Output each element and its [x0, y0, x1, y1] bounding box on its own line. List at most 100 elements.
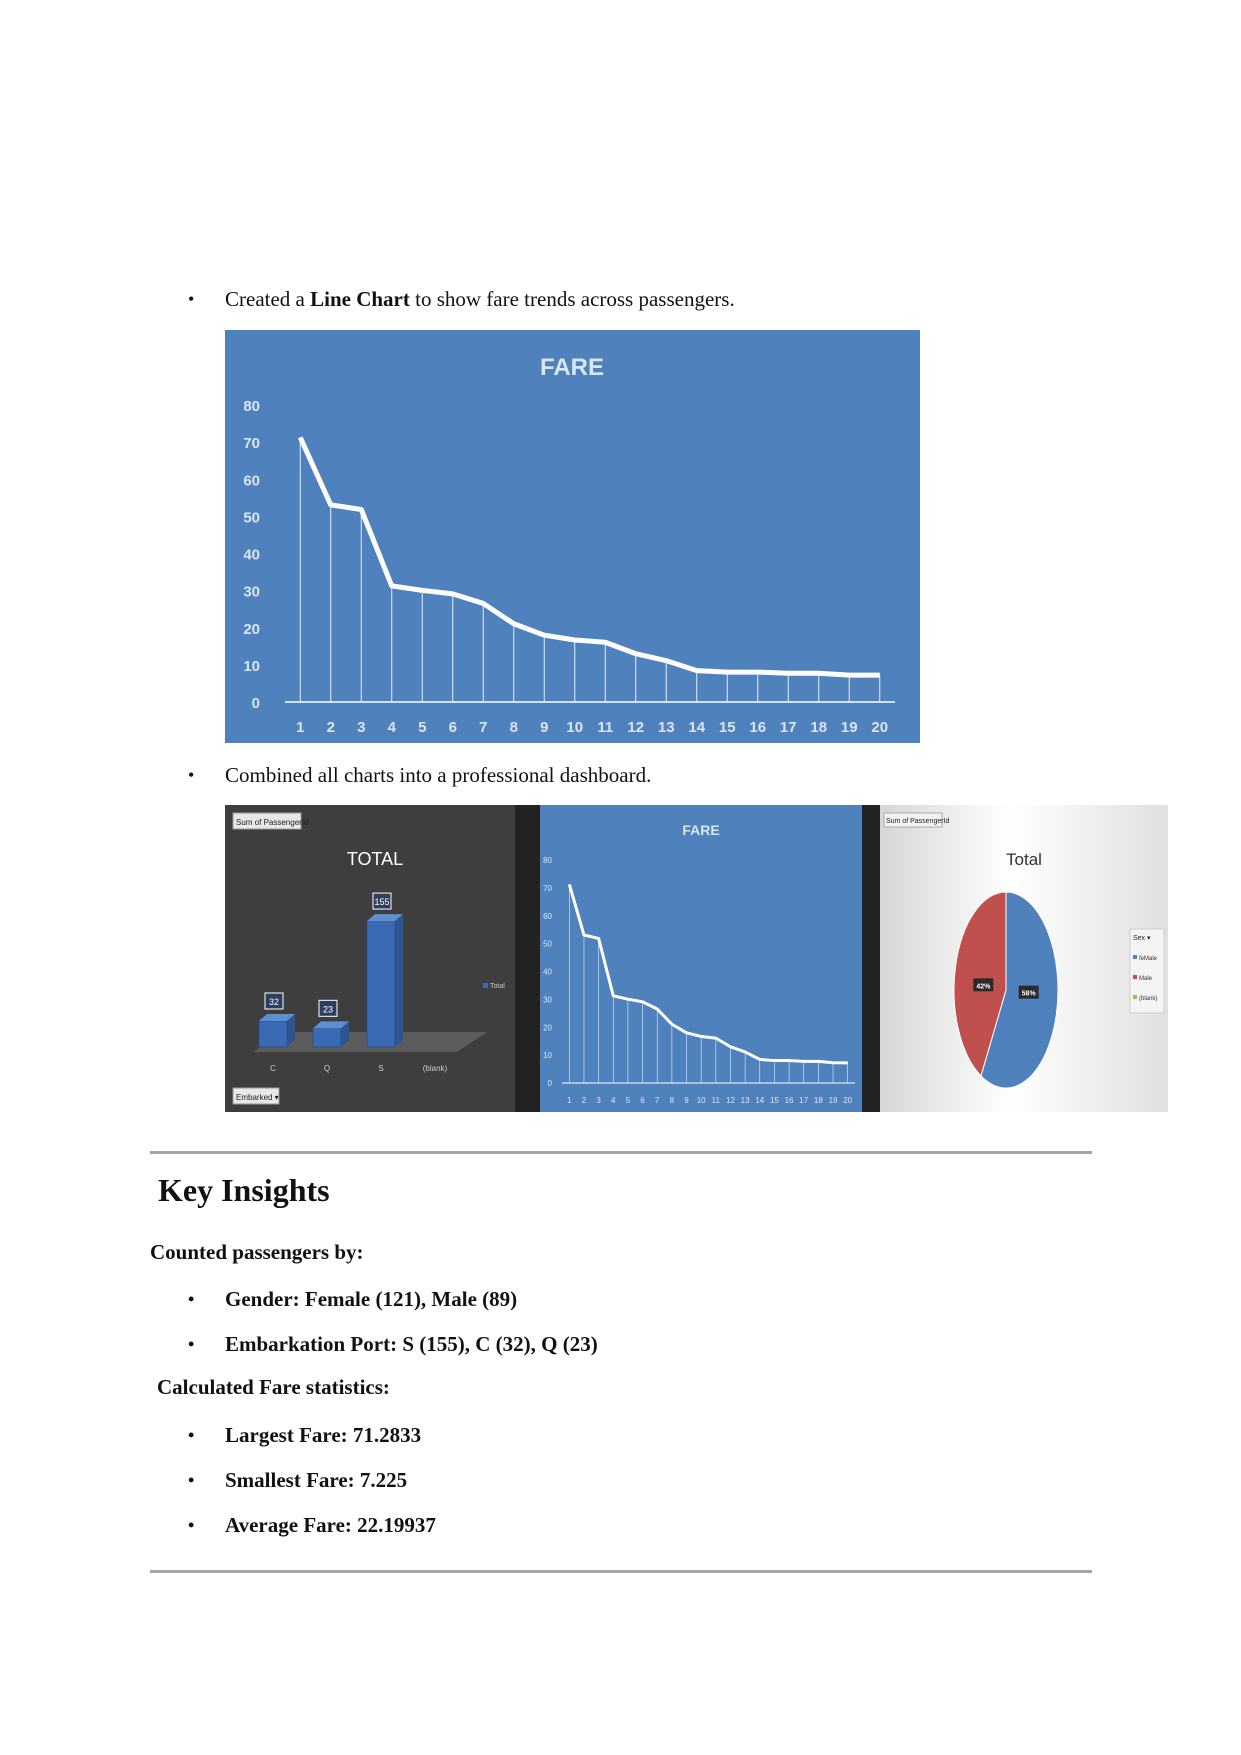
- legend-swatch: [1133, 995, 1137, 999]
- x-tick-label: 19: [841, 719, 858, 736]
- legend-title: Sex ▾: [1133, 935, 1151, 942]
- y-tick-label: 80: [243, 398, 260, 415]
- fare-series-line: [297, 436, 880, 678]
- mini-y-tick: 0: [548, 1079, 553, 1088]
- x-tick-label: 12: [627, 719, 644, 736]
- pie-label-box: [973, 978, 994, 992]
- x-tick-label: 9: [540, 719, 548, 736]
- field-button-label: Sum of PassengerId: [236, 818, 308, 827]
- field-button: Sum of PassengerId: [232, 812, 308, 830]
- bar-data-label: 23: [323, 1004, 333, 1014]
- mini-y-tick: 70: [543, 884, 552, 893]
- chart-background: [225, 330, 920, 743]
- mini-chart-title: FARE: [682, 822, 719, 838]
- mini-y-tick: 30: [543, 995, 552, 1004]
- x-tick-label: 1: [296, 719, 304, 736]
- x-category-label: S: [378, 1064, 383, 1073]
- pie-data-label: 58%: [1022, 991, 1037, 998]
- bullet-glyph: •: [188, 1470, 195, 1490]
- field-button: Sum of PassengerId: [883, 812, 950, 828]
- mini-x-tick: 19: [829, 1096, 838, 1105]
- y-tick-label: 40: [243, 547, 260, 564]
- mini-x-tick: 12: [726, 1096, 735, 1105]
- bullet-glyph: •: [188, 1289, 195, 1309]
- x-tick-label: 5: [418, 719, 426, 736]
- total-bar-chart: Sum of PassengerId TOTAL 32 C 23 Q 155 S (blank)…: [225, 805, 515, 1112]
- mini-x-tick: 16: [785, 1096, 794, 1105]
- bullet-glyph: •: [188, 1334, 195, 1354]
- mini-y-tick: 60: [543, 912, 552, 921]
- bullet-glyph: •: [188, 1515, 195, 1535]
- x-tick-label: 11: [597, 719, 613, 736]
- x-category-label: C: [270, 1064, 276, 1073]
- sex-pie-chart: Sum of PassengerId Total 58% 42% Sex ▾ feMale…: [880, 805, 1168, 1112]
- counted-label: Counted passengers by:: [150, 1240, 364, 1264]
- mini-x-tick: 5: [626, 1096, 631, 1105]
- port-count: Embarkation Port: S (155), C (32), Q (23…: [225, 1332, 598, 1356]
- mini-y-tick: 10: [543, 1051, 552, 1060]
- bullet-glyph: •: [188, 289, 195, 309]
- dashboard-text: Combined all charts into a professional …: [225, 763, 652, 787]
- mini-x-tick: 6: [640, 1096, 645, 1105]
- legend-label: Total: [490, 983, 505, 990]
- y-tick-label: 50: [243, 509, 260, 526]
- y-tick-label: 60: [243, 472, 260, 489]
- field-button-label: Sum of PassengerId: [886, 818, 950, 825]
- x-tick-label: 3: [357, 719, 365, 736]
- mini-x-tick: 11: [712, 1096, 721, 1105]
- y-tick-label: 0: [252, 695, 260, 712]
- fare-stats-label: Calculated Fare statistics:: [157, 1375, 390, 1399]
- x-tick-label: 8: [510, 719, 518, 736]
- y-tick-label: 20: [243, 621, 260, 638]
- x-category-label: Q: [324, 1064, 330, 1073]
- x-tick-label: 16: [749, 719, 766, 736]
- pie-legend: Sex ▾ feMale Male (blank): [1129, 928, 1165, 1014]
- mini-x-tick: 15: [770, 1096, 779, 1105]
- chart-title: FARE: [540, 354, 604, 381]
- total-chart-title: TOTAL: [347, 849, 403, 869]
- x-tick-label: 10: [566, 719, 583, 736]
- mini-x-tick: 10: [697, 1096, 706, 1105]
- filter-button-label: Embarked ▾: [236, 1093, 279, 1102]
- mini-x-tick: 18: [814, 1096, 823, 1105]
- mini-x-tick: 2: [582, 1096, 587, 1105]
- filter-button: Embarked ▾: [232, 1087, 280, 1105]
- intro-text: Created a Line Chart to show fare trends…: [225, 287, 735, 311]
- key-insights-heading: Key Insights: [158, 1172, 330, 1208]
- mini-x-tick: 14: [755, 1096, 764, 1105]
- dashboard-image: Sum of PassengerId TOTAL 32 C 23 Q 155 S (blank)…: [225, 805, 1168, 1112]
- average-fare: Average Fare: 22.19937: [225, 1513, 436, 1537]
- x-tick-label: 14: [688, 719, 705, 736]
- mini-x-tick: 3: [596, 1096, 601, 1105]
- pie-chart-title: Total: [1006, 850, 1042, 869]
- legend-label: (blank): [1139, 996, 1157, 1002]
- mini-x-tick: 13: [741, 1096, 750, 1105]
- x-tick-label: 15: [719, 719, 736, 736]
- legend-item: Total: [483, 983, 505, 990]
- mini-x-tick: 4: [611, 1096, 616, 1105]
- largest-fare: Largest Fare: 71.2833: [225, 1423, 422, 1447]
- y-tick-label: 30: [243, 584, 260, 601]
- total-bar: 32: [258, 992, 295, 1048]
- bar-data-label: 32: [269, 997, 279, 1007]
- legend-label: feMale: [1139, 956, 1158, 962]
- x-tick-label: 7: [479, 719, 487, 736]
- x-tick-label: 6: [449, 719, 457, 736]
- x-tick-label: 2: [327, 719, 335, 736]
- bullet-glyph: •: [188, 1425, 195, 1445]
- x-tick-label: 18: [810, 719, 827, 736]
- x-category-label: (blank): [423, 1064, 448, 1073]
- total-bar: 155: [366, 892, 403, 1048]
- legend-swatch: [1133, 955, 1137, 959]
- legend-label: Male: [1139, 976, 1153, 982]
- x-tick-label: 4: [388, 719, 397, 736]
- mini-x-tick: 20: [843, 1096, 852, 1105]
- mini-x-tick: 1: [567, 1096, 572, 1105]
- mini-y-tick: 20: [543, 1023, 552, 1032]
- mini-x-tick: 8: [670, 1096, 675, 1105]
- pie-label-box: [1018, 985, 1039, 999]
- total-bar: 23: [312, 999, 349, 1048]
- bar-data-label: 155: [374, 897, 389, 907]
- divider-top: [150, 1151, 1092, 1154]
